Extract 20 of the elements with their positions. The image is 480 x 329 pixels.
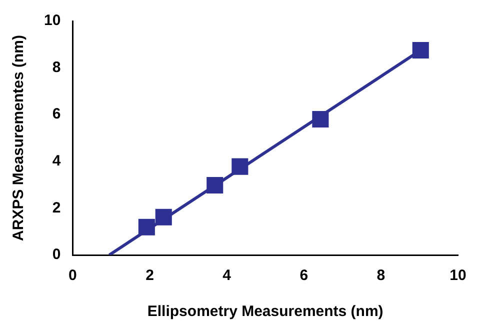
point	[155, 208, 172, 226]
y-tick-label: 0	[52, 246, 61, 264]
x-tick-label: 2	[146, 267, 154, 284]
y-tick-label: 4	[52, 152, 62, 170]
y-tick-label: 8	[52, 58, 61, 76]
point	[138, 218, 155, 236]
x-tick-label: 4	[222, 267, 232, 284]
y-tick-label: 2	[52, 199, 61, 216]
x-tick-label: 6	[300, 267, 308, 284]
y-axis-title: ARXPS Measurementes (nm)	[10, 35, 28, 241]
point	[312, 111, 329, 128]
y-tick-label: 10	[44, 12, 61, 30]
x-tick-label: 0	[68, 267, 77, 284]
x-tick-label: 10	[450, 267, 466, 284]
x-axis-title: Ellipsometry Measurements (nm)	[147, 303, 384, 320]
point	[412, 42, 429, 59]
y-tick-label: 6	[52, 106, 61, 123]
point	[232, 158, 248, 175]
x-tick-label: 8	[376, 267, 386, 284]
point	[206, 176, 224, 194]
